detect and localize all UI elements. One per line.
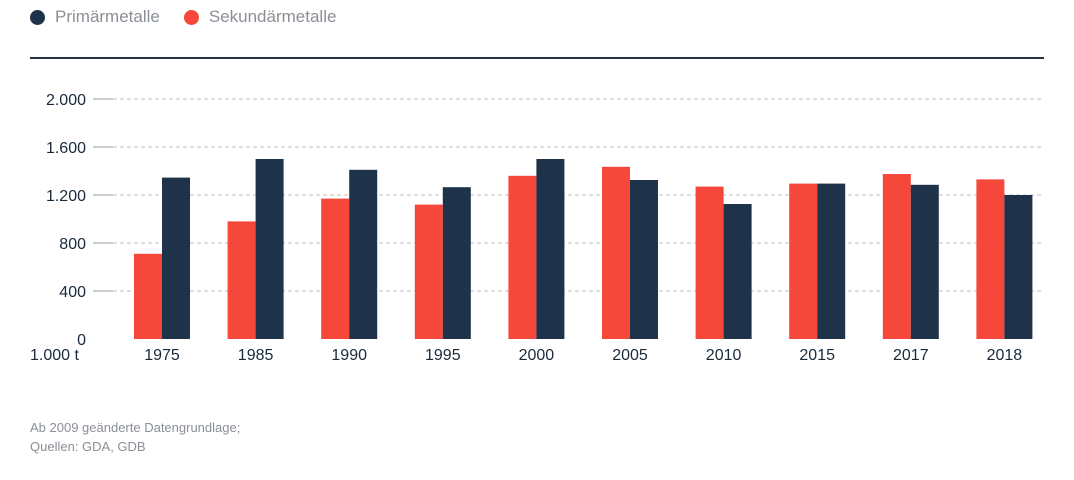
bar-chart: 0 400 800 1.200 1.600 2.000 1.000 t 1975 1985 199… <box>30 92 1044 364</box>
top-divider <box>30 57 1044 59</box>
x-tick-label: 2018 <box>987 347 1023 364</box>
bar-primary <box>536 159 565 339</box>
y-tick-label: 800 <box>59 236 86 253</box>
bar-primary <box>1004 195 1033 339</box>
legend-item-secondary: Sekundärmetalle <box>183 7 337 27</box>
legend-swatch-secondary <box>183 9 199 25</box>
x-tick-label: 1975 <box>144 347 180 364</box>
y-tick-label: 400 <box>59 284 86 301</box>
x-tick-label: 1995 <box>425 347 461 364</box>
bar-secondary <box>508 175 537 339</box>
bar-primary <box>255 159 284 339</box>
x-tick-label: 2000 <box>519 347 555 364</box>
chart-legend: Primärmetalle Sekundärmetalle <box>30 6 360 28</box>
x-tick-label: 2010 <box>706 347 742 364</box>
bar-secondary <box>227 221 256 339</box>
bar-secondary <box>321 198 350 339</box>
footnote: Ab 2009 geänderte Datengrundlage; Quelle… <box>30 418 240 456</box>
bar-secondary <box>789 183 818 339</box>
x-tick-label: 1985 <box>238 347 274 364</box>
bar-secondary <box>882 174 911 339</box>
x-tick-label: 2005 <box>612 347 648 364</box>
y-tick-label: 2.000 <box>46 92 86 109</box>
legend-label-secondary: Sekundärmetalle <box>208 7 337 26</box>
bar-primary <box>162 177 190 339</box>
bar-primary <box>630 180 658 339</box>
bar-secondary <box>976 179 1005 339</box>
bar-primary <box>910 184 939 339</box>
x-tick-label: 2015 <box>799 347 835 364</box>
x-tick-label: 2017 <box>893 347 929 364</box>
bar-primary <box>442 187 471 339</box>
y-unit-label: 1.000 t <box>30 347 79 364</box>
x-tick-label: 1990 <box>331 347 367 364</box>
bar-primary <box>723 204 752 339</box>
legend-label-primary: Primärmetalle <box>55 7 160 26</box>
bar-secondary <box>695 186 724 339</box>
legend-item-primary: Primärmetalle <box>30 7 160 27</box>
legend-swatch-primary <box>30 9 45 25</box>
bar-secondary <box>134 253 162 339</box>
bar-secondary <box>414 204 443 339</box>
bar-primary <box>349 169 378 339</box>
bar-secondary <box>602 166 630 339</box>
y-tick-label: 1.200 <box>46 188 86 205</box>
footnote-line-2: Quellen: GDA, GDB <box>30 439 146 454</box>
y-tick-label: 1.600 <box>46 140 86 157</box>
y-tick-label: 0 <box>77 332 86 349</box>
footnote-line-1: Ab 2009 geänderte Datengrundlage; <box>30 420 241 435</box>
bar-primary <box>817 183 846 339</box>
